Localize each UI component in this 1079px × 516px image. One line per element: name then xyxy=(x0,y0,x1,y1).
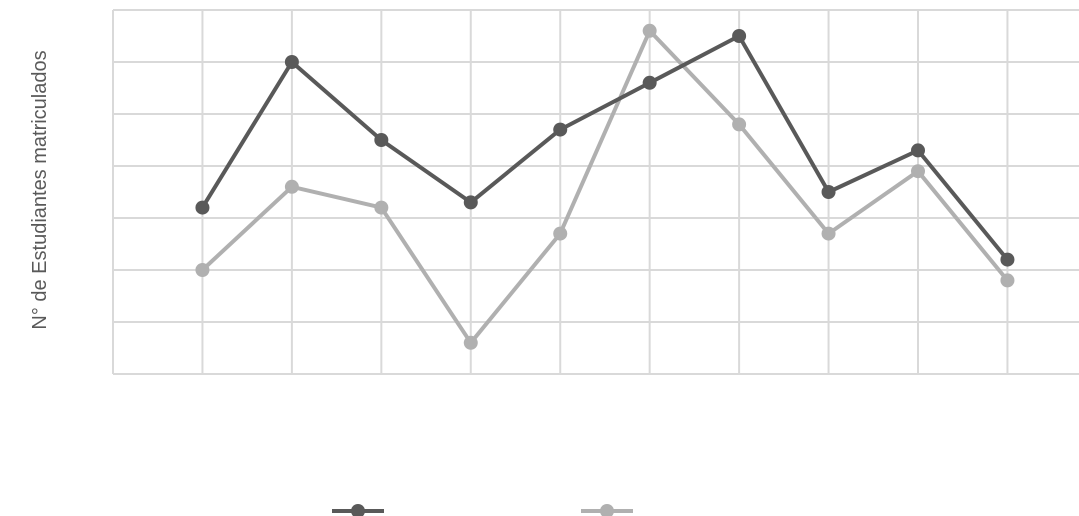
legend-item-2 xyxy=(581,504,633,516)
series-1-point xyxy=(195,200,210,215)
series-2-point xyxy=(642,23,657,38)
series-1-point xyxy=(1000,252,1015,267)
series-1-point xyxy=(911,143,925,158)
legend-marker xyxy=(600,504,614,516)
series-2-point xyxy=(463,335,478,350)
y-axis-label: N° de Estudiantes matriculados xyxy=(29,50,51,329)
series-layer xyxy=(195,23,1015,350)
series-1-point xyxy=(463,195,478,210)
series-1-line xyxy=(200,34,1009,261)
series-1-point xyxy=(553,122,568,137)
series-2-point xyxy=(553,226,568,241)
series-2-point xyxy=(1000,273,1015,288)
legend xyxy=(332,504,633,516)
series-1-point xyxy=(732,29,747,43)
series-2-point xyxy=(374,200,389,215)
legend-item-1 xyxy=(332,504,384,516)
series-2-point xyxy=(911,164,925,179)
series-2-point xyxy=(821,226,836,241)
series-2-point xyxy=(284,179,299,194)
grid-lines xyxy=(112,9,1079,374)
series-2-point xyxy=(195,263,210,277)
series-2-line xyxy=(201,28,1009,345)
series-1 xyxy=(195,29,1015,267)
series-1-point xyxy=(642,75,657,90)
series-1-point xyxy=(284,55,299,69)
legend-marker xyxy=(351,504,365,516)
series-1-point xyxy=(374,133,389,147)
series-2 xyxy=(195,23,1015,350)
series-2-point xyxy=(732,117,747,132)
series-1-point xyxy=(821,185,836,199)
